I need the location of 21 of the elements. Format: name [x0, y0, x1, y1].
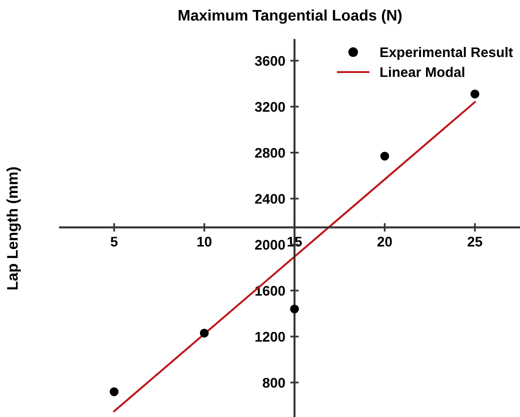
y-tick-label: 800 — [262, 378, 285, 388]
y-tick-label: 3600 — [254, 56, 285, 66]
chart-title: Maximum Tangential Loads (N) — [178, 9, 402, 24]
x-tick-label: 10 — [197, 236, 212, 247]
x-tick-label: 5 — [110, 236, 118, 247]
point — [110, 387, 119, 396]
x-tick-label: 20 — [377, 236, 392, 247]
legend-label: Linear Modal — [380, 66, 464, 78]
legend-label: Experimental Result — [380, 46, 513, 60]
x-tick-label: 25 — [468, 236, 482, 247]
point — [380, 152, 390, 160]
y-tick-label: 1600 — [255, 286, 285, 296]
y-tick-label: 2400 — [255, 194, 285, 204]
y-tick-label: 3200 — [254, 102, 285, 112]
point — [290, 304, 299, 314]
point — [470, 90, 480, 98]
point — [200, 328, 209, 338]
y-tick-label: 2800 — [255, 148, 285, 158]
y-axis-title: Lap Length (mm) — [6, 167, 21, 290]
y-tick-label: 1200 — [255, 332, 285, 342]
y-tick-label: 2000 — [255, 240, 285, 250]
